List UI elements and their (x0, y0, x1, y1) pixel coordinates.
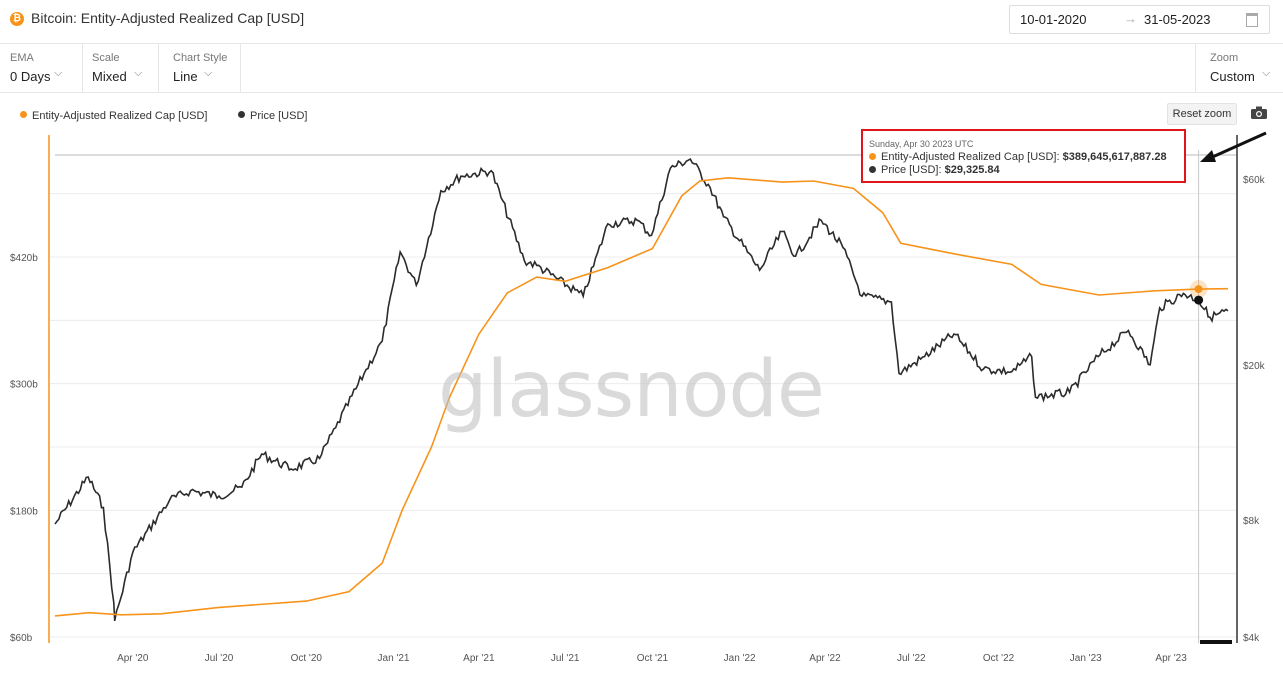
zoom-dropdown[interactable]: Zoom Custom ⌵ (1195, 43, 1283, 92)
left-axis-tick-label: $300b (10, 380, 38, 391)
x-axis-labels: Apr '20 Jul '20 Oct '20 Jan '21 Apr '21 Jul '… (117, 653, 1187, 664)
chevron-down-icon: ⌵ (204, 67, 213, 79)
left-axis-labels: $60b $180b $300b $420b (10, 253, 38, 644)
tooltip-value-realized-cap: $389,645,617,887.28 (1062, 151, 1167, 163)
right-axis-labels: $4k $8k $20k $60k (1243, 175, 1266, 644)
chevron-down-icon: ⌵ (134, 67, 143, 79)
annotation-arrow-line (1207, 131, 1267, 161)
tooltip-marker-black (869, 166, 876, 173)
chevron-down-icon: ⌵ (1262, 67, 1271, 79)
tooltip-row-realized-cap: Entity-Adjusted Realized Cap [USD]: $389… (869, 151, 1167, 163)
calendar-icon[interactable] (1246, 13, 1258, 27)
tooltip-marker-orange (869, 153, 876, 160)
tooltip-date: Sunday, Apr 30 2023 UTC (869, 139, 974, 149)
x-axis-tick-label: Apr '22 (809, 653, 841, 664)
watermark: glassnode (438, 345, 825, 435)
x-axis-tick-label: Oct '22 (983, 653, 1015, 664)
legend-item-realized-cap[interactable]: Entity-Adjusted Realized Cap [USD] (20, 110, 207, 122)
camera-icon[interactable] (1251, 106, 1267, 119)
scale-value: Mixed (92, 69, 127, 84)
scale-label: Scale (92, 52, 120, 64)
chart-header: ₿ Bitcoin: Entity-Adjusted Realized Cap … (0, 0, 1283, 44)
x-axis-tick-label: Jan '22 (724, 653, 756, 664)
page-title: Bitcoin: Entity-Adjusted Realized Cap [U… (31, 10, 305, 26)
x-axis-tick-label: Oct '21 (637, 653, 669, 664)
tooltip-label-realized-cap: Entity-Adjusted Realized Cap [USD]: (881, 151, 1060, 163)
right-axis-tick-label: $20k (1243, 361, 1266, 372)
x-axis-tick-label: Jul '21 (551, 653, 580, 664)
tooltip-label-price: Price [USD]: (881, 164, 942, 176)
highlight-marker-realized-cap (1194, 285, 1203, 294)
date-range-picker[interactable]: 10-01-2020 → 31-05-2023 (1009, 5, 1270, 34)
x-axis-tick-label: Jul '22 (897, 653, 926, 664)
tooltip-row-price: Price [USD]: $29,325.84 (869, 164, 1000, 176)
grid-lines (50, 193, 1236, 638)
legend-item-price[interactable]: Price [USD] (238, 110, 307, 122)
series-line-price (54, 158, 1229, 622)
legend-label-price: Price [USD] (250, 110, 308, 122)
ema-label: EMA (10, 52, 34, 64)
x-axis-tick-label: Apr '21 (463, 653, 495, 664)
chart-style-value: Line (173, 69, 198, 84)
ema-dropdown[interactable]: EMA 0 Days ⌵ (0, 43, 83, 92)
date-to-input[interactable]: 31-05-2023 (1144, 12, 1211, 27)
x-axis-tick-label: Jan '21 (378, 653, 410, 664)
left-axis-tick-label: $60b (10, 633, 33, 644)
highlight-marker-price (1194, 295, 1204, 305)
legend-label-realized-cap: Entity-Adjusted Realized Cap [USD] (32, 110, 208, 122)
tooltip: Sunday, Apr 30 2023 UTC Entity-Adjusted … (861, 129, 1186, 183)
x-axis-tick-label: Apr '23 (1155, 653, 1187, 664)
chart-toolbar: EMA 0 Days ⌵ Scale Mixed ⌵ Chart Style L… (0, 43, 1283, 93)
tooltip-value-price: $29,325.84 (944, 164, 1000, 176)
left-axis-tick-label: $180b (10, 506, 38, 517)
x-axis-tick-label: Jul '20 (205, 653, 234, 664)
arrow-right-icon: → (1124, 11, 1137, 26)
chevron-down-icon: ⌵ (54, 67, 63, 79)
chart-style-label: Chart Style (173, 52, 228, 64)
legend-marker-black (238, 111, 245, 118)
x-axis-tick-label: Oct '20 (291, 653, 323, 664)
date-from-input[interactable]: 10-01-2020 (1020, 12, 1087, 27)
left-axis-tick-label: $420b (10, 253, 38, 264)
right-axis-tick-label: $8k (1243, 516, 1260, 527)
right-axis-tick-label: $4k (1243, 633, 1260, 644)
annotation-arrow-head (1200, 150, 1216, 162)
zoom-label: Zoom (1210, 52, 1239, 64)
bitcoin-icon: ₿ (10, 12, 24, 26)
right-axis-tick-label: $60k (1243, 175, 1266, 186)
chart-style-dropdown[interactable]: Chart Style Line ⌵ (158, 43, 241, 92)
zoom-value: Custom (1210, 69, 1255, 84)
reset-zoom-button[interactable]: Reset zoom (1167, 103, 1237, 125)
x-axis-tick-label: Apr '20 (117, 653, 149, 664)
series-line-realized-cap (54, 176, 1229, 617)
scale-dropdown[interactable]: Scale Mixed ⌵ (82, 43, 159, 92)
legend-marker-orange (20, 111, 27, 118)
ema-value: 0 Days (10, 69, 51, 84)
x-axis-tick-label: Jan '23 (1070, 653, 1102, 664)
